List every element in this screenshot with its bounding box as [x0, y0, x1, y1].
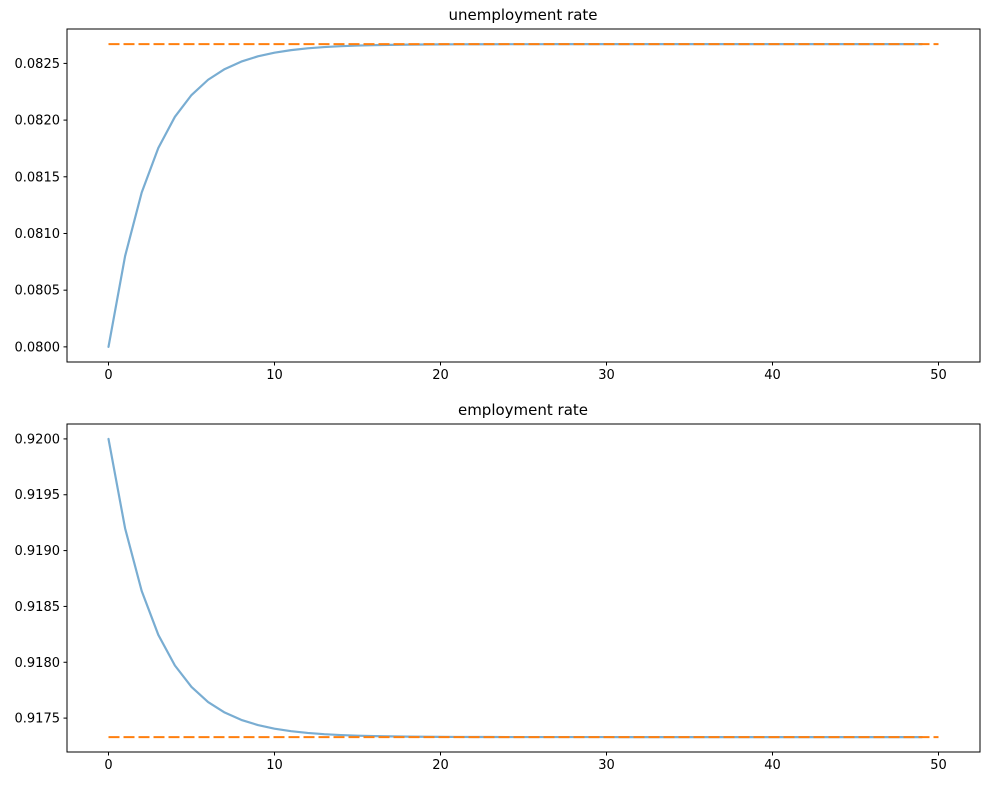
chart-title-unemployment: unemployment rate — [448, 6, 597, 24]
y-tick-label: 0.9180 — [15, 656, 61, 671]
y-tick-label: 0.9185 — [15, 600, 61, 615]
x-tick-label: 10 — [266, 758, 283, 773]
x-tick-label: 10 — [266, 368, 283, 383]
x-tick-label: 20 — [432, 368, 449, 383]
x-tick-label: 50 — [930, 758, 947, 773]
x-tick-label: 20 — [432, 758, 449, 773]
y-tick-label: 0.0800 — [15, 340, 61, 355]
y-tick-label: 0.9200 — [15, 432, 61, 447]
y-tick-label: 0.9190 — [15, 544, 61, 559]
y-tick-label: 0.0805 — [15, 284, 61, 299]
y-tick-label: 0.0825 — [15, 57, 61, 72]
x-tick-label: 50 — [930, 368, 947, 383]
chart-title-employment: employment rate — [458, 401, 588, 419]
employment-chart: 0 10 20 30 40 50 0.9175 0.9180 0.9185 0.9190 0.919… — [15, 423, 981, 773]
x-tick-label: 30 — [598, 368, 615, 383]
x-tick-label: 0 — [104, 368, 112, 383]
x-tick-label: 40 — [764, 758, 781, 773]
y-tick-label: 0.0815 — [15, 170, 61, 185]
y-tick-label: 0.9175 — [15, 712, 61, 727]
y-tick-label: 0.9195 — [15, 488, 61, 503]
y-tick-label: 0.0820 — [15, 114, 61, 129]
x-tick-label: 0 — [104, 758, 112, 773]
x-tick-label: 40 — [764, 368, 781, 383]
unemployment-chart: 0 10 20 30 40 50 0.0800 0.0805 0.0810 0.0815 0.082… — [15, 28, 981, 383]
y-tick-label: 0.0810 — [15, 227, 61, 242]
unemployment-rate-path-line — [107, 43, 924, 348]
plot-frame — [66, 28, 981, 363]
x-tick-label: 30 — [598, 758, 615, 773]
plot-frame — [66, 423, 981, 753]
employment-rate-path-line — [107, 437, 924, 739]
